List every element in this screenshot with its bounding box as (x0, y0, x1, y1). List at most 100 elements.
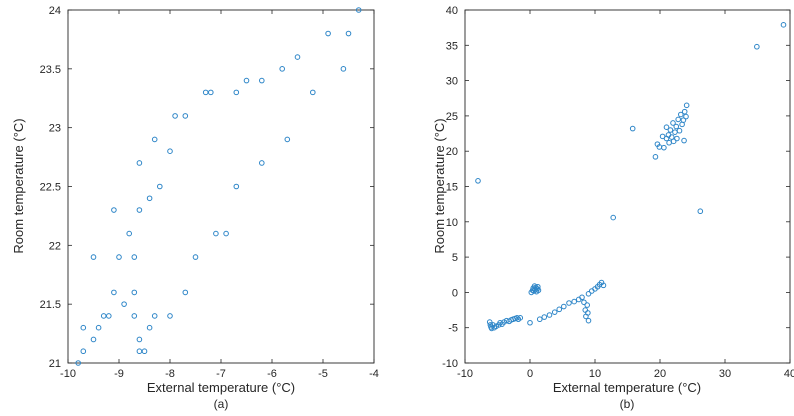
panel-b-data-point (579, 294, 585, 301)
panel-a-data-point (80, 324, 87, 331)
panel-a-data-point (279, 66, 286, 72)
panel-b-data-point (581, 299, 587, 306)
panel-b-x-axis-label: External temperature (°C) (553, 380, 701, 395)
panel-a-data-point (294, 54, 301, 60)
panel-b-y-axis-label: Room temperature (°C) (432, 118, 447, 253)
panel-b-y-tick-label: 20 (446, 146, 458, 158)
panel-a-data-point (136, 348, 143, 355)
panel-b-data-point (585, 291, 592, 297)
panel-b-data-point (672, 129, 678, 135)
panel-a-data-point (233, 89, 240, 96)
panel-b-points (475, 22, 787, 332)
panel-a-data-point (208, 89, 214, 96)
panel-a-data-point (136, 160, 143, 166)
panel-a-data-point (136, 336, 143, 343)
panel-a-x-tick-label: -4 (369, 368, 379, 380)
panel-a-ticks: -10 -9 -8 -7 -6 -5 -4 21 21.5 22 22.5 23 23.5 24 (40, 5, 379, 380)
panel-a-data-point (146, 195, 153, 202)
panel-b-data-point (551, 309, 558, 315)
panel-a-data-point (90, 336, 97, 343)
panel-b-data-point (683, 113, 689, 120)
panel-a-data-point (167, 313, 173, 319)
panel-b-data-point (697, 208, 704, 215)
panel-b-data-point (670, 138, 677, 145)
panel-b-data-point (486, 319, 493, 325)
panel-a: -10 -9 -8 -7 -6 -5 -4 21 21.5 22 22.5 23 23.5 24 Exte… (11, 5, 379, 411)
panel-b-data-point (584, 302, 591, 308)
panel-b-x-tick-label: 20 (654, 368, 666, 380)
panel-b-data-point (546, 312, 553, 318)
panel-b-data-point (561, 303, 567, 310)
panel-a-data-point (146, 324, 153, 331)
panel-b-frame (464, 9, 791, 364)
panel-b-y-tick-label: 10 (446, 217, 458, 229)
panel-b-y-tick-label: 35 (446, 40, 458, 52)
panel-b-data-point (582, 307, 589, 313)
panel-b-x-tick-label: 0 (527, 368, 533, 380)
panel-a-x-axis-label: External temperature (°C) (147, 380, 295, 395)
panel-b-caption: (b) (620, 397, 635, 411)
panel-a-data-point (213, 230, 219, 237)
panel-a-y-tick-label: 22.5 (40, 182, 61, 194)
panel-a-data-point (182, 289, 189, 296)
panel-b-data-point (629, 125, 636, 132)
panel-b-x-tick-label: 10 (589, 368, 601, 380)
panel-a-data-point (116, 254, 122, 260)
panel-a-data-point (325, 30, 331, 37)
panel-a-data-point (100, 313, 107, 319)
panel-a-y-tick-label: 23 (49, 123, 61, 135)
panel-a-data-point (167, 148, 173, 154)
panel-b-data-point (536, 316, 543, 323)
panel-b-y-tick-label: 0 (452, 287, 458, 299)
panel-b-data-point (683, 102, 690, 109)
panel-b-data-point (600, 282, 607, 289)
panel-b-y-tick-label: -10 (442, 358, 458, 370)
panel-b-data-point (676, 127, 683, 134)
panel-a-x-tick-label: -8 (165, 368, 175, 380)
panel-b-y-tick-label: 25 (446, 111, 458, 123)
panel-a-y-tick-label: 24 (49, 5, 61, 17)
panel-b-data-point (535, 287, 542, 294)
panel-a-data-point (345, 30, 352, 37)
panel-b-data-point (610, 214, 617, 221)
panel-b-data-point (681, 137, 687, 144)
panel-a-y-axis-label: Room temperature (°C) (11, 118, 26, 253)
panel-b-data-point (585, 310, 591, 316)
panel-a-data-point (182, 113, 189, 119)
panel-a-y-tick-label: 21.5 (40, 299, 61, 311)
panel-a-data-point (126, 230, 132, 237)
panel-b-data-point (488, 325, 495, 332)
panel-b-data-point (571, 298, 578, 305)
panel-b-data-point (678, 111, 684, 118)
panel-b-data-point (780, 22, 787, 28)
panel-b-data-point (754, 43, 760, 50)
panel-a-y-tick-label: 22 (49, 240, 61, 252)
panel-b-data-point (517, 315, 524, 321)
panel-b-data-point (667, 127, 674, 133)
panel-b-y-tick-label: 15 (446, 182, 458, 194)
panel-b-data-point (675, 116, 682, 123)
panel-a-data-point (111, 207, 117, 213)
panel-a-data-point (95, 324, 102, 331)
panel-b-data-point (527, 319, 533, 326)
panel-a-data-point (259, 160, 265, 166)
panel-a-data-point (340, 66, 347, 72)
panel-a-x-tick-label: -10 (60, 368, 76, 380)
panel-b-data-point (661, 144, 667, 151)
panel-b-data-point (663, 124, 670, 130)
panel-a-data-point (151, 136, 158, 143)
panel-a-data-point (223, 230, 229, 237)
panel-b-data-point (566, 300, 572, 306)
panel-b-y-tick-label: 40 (446, 5, 458, 17)
panel-b-x-tick-label: 40 (784, 368, 794, 380)
panel-a-data-point (121, 301, 127, 307)
panel-a-data-point (202, 89, 209, 96)
panel-b-data-point (673, 123, 680, 130)
panel-b-data-point (490, 322, 496, 328)
panel-b-data-point (535, 283, 541, 290)
panel-b-y-tick-label: -5 (448, 323, 458, 335)
panel-a-data-point (151, 313, 158, 319)
panel-a-x-tick-label: -6 (267, 368, 277, 380)
panel-b-x-tick-label: 30 (719, 368, 731, 380)
